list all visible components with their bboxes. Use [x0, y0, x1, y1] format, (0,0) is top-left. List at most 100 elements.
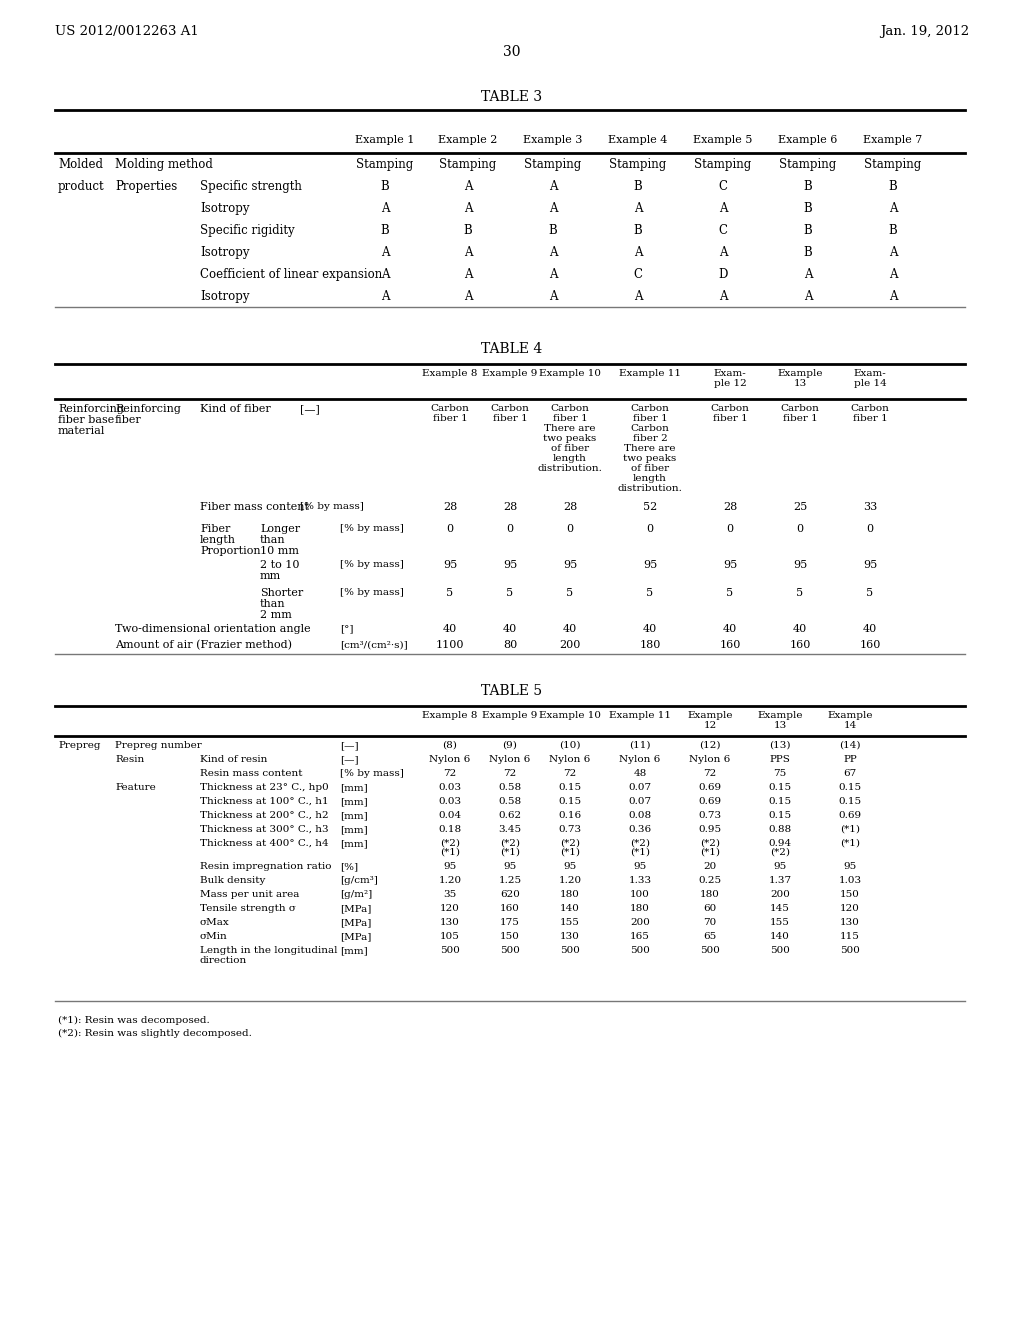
Text: Bulk density: Bulk density [200, 876, 265, 884]
Text: A: A [549, 268, 557, 281]
Text: (*2): (*2) [500, 840, 520, 847]
Text: 160: 160 [500, 904, 520, 913]
Text: 0.15: 0.15 [768, 810, 792, 820]
Text: fiber 1: fiber 1 [553, 414, 588, 422]
Text: Thickness at 300° C., h3: Thickness at 300° C., h3 [200, 825, 329, 834]
Text: Example 8: Example 8 [422, 711, 477, 719]
Text: Prepreg number: Prepreg number [115, 741, 202, 750]
Text: 0.88: 0.88 [768, 825, 792, 834]
Text: 500: 500 [500, 946, 520, 954]
Text: 120: 120 [440, 904, 460, 913]
Text: (*1): (*1) [840, 840, 860, 847]
Text: [—]: [—] [340, 741, 358, 750]
Text: Example: Example [827, 711, 872, 719]
Text: 620: 620 [500, 890, 520, 899]
Text: A: A [549, 202, 557, 215]
Text: (12): (12) [699, 741, 721, 750]
Text: product: product [58, 180, 104, 193]
Text: 35: 35 [443, 890, 457, 899]
Text: 3.45: 3.45 [499, 825, 521, 834]
Text: 0.15: 0.15 [839, 783, 861, 792]
Text: C: C [719, 224, 727, 238]
Text: A: A [889, 290, 897, 304]
Text: 0.03: 0.03 [438, 783, 462, 792]
Text: A: A [719, 290, 727, 304]
Text: Thickness at 200° C., h2: Thickness at 200° C., h2 [200, 810, 329, 820]
Text: 0.07: 0.07 [629, 783, 651, 792]
Text: 0.15: 0.15 [768, 783, 792, 792]
Text: (14): (14) [840, 741, 861, 750]
Text: A: A [549, 246, 557, 259]
Text: Stamping: Stamping [609, 158, 667, 172]
Text: Example 2: Example 2 [438, 135, 498, 145]
Text: Example 1: Example 1 [355, 135, 415, 145]
Text: 0: 0 [507, 524, 514, 535]
Text: A: A [464, 246, 472, 259]
Text: PP: PP [843, 755, 857, 764]
Text: 95: 95 [844, 862, 857, 871]
Text: 30: 30 [503, 45, 521, 59]
Text: 40: 40 [723, 624, 737, 634]
Text: (*1): (*1) [500, 847, 520, 857]
Text: C: C [634, 268, 642, 281]
Text: 1.20: 1.20 [558, 876, 582, 884]
Text: 500: 500 [630, 946, 650, 954]
Text: 0.18: 0.18 [438, 825, 462, 834]
Text: 95: 95 [723, 560, 737, 570]
Text: 0.62: 0.62 [499, 810, 521, 820]
Text: A: A [634, 246, 642, 259]
Text: B: B [889, 224, 897, 238]
Text: 150: 150 [500, 932, 520, 941]
Text: [g/m²]: [g/m²] [340, 890, 373, 899]
Text: Two-dimensional orientation angle: Two-dimensional orientation angle [115, 624, 310, 634]
Text: Proportion: Proportion [200, 546, 261, 556]
Text: Resin: Resin [115, 755, 144, 764]
Text: of fiber: of fiber [551, 444, 589, 453]
Text: Molded: Molded [58, 158, 103, 172]
Text: 1.33: 1.33 [629, 876, 651, 884]
Text: 28: 28 [503, 502, 517, 512]
Text: 40: 40 [442, 624, 457, 634]
Text: [mm]: [mm] [340, 840, 368, 847]
Text: A: A [464, 268, 472, 281]
Text: Example 6: Example 6 [778, 135, 838, 145]
Text: A: A [381, 202, 389, 215]
Text: 95: 95 [863, 560, 878, 570]
Text: [cm³/(cm²·s)]: [cm³/(cm²·s)] [340, 640, 408, 649]
Text: [—]: [—] [340, 755, 358, 764]
Text: 1.25: 1.25 [499, 876, 521, 884]
Text: (9): (9) [503, 741, 517, 750]
Text: Shorter: Shorter [260, 587, 303, 598]
Text: 120: 120 [840, 904, 860, 913]
Text: 140: 140 [560, 904, 580, 913]
Text: [% by mass]: [% by mass] [340, 587, 403, 597]
Text: Example: Example [777, 370, 822, 378]
Text: 0.08: 0.08 [629, 810, 651, 820]
Text: Example 5: Example 5 [693, 135, 753, 145]
Text: fiber 1: fiber 1 [782, 414, 817, 422]
Text: fiber 1: fiber 1 [633, 414, 668, 422]
Text: Stamping: Stamping [439, 158, 497, 172]
Text: [g/cm³]: [g/cm³] [340, 876, 378, 884]
Text: Thickness at 23° C., hp0: Thickness at 23° C., hp0 [200, 783, 329, 792]
Text: [MPa]: [MPa] [340, 904, 372, 913]
Text: Exam-: Exam- [854, 370, 887, 378]
Text: 2 mm: 2 mm [260, 610, 292, 620]
Text: TABLE 4: TABLE 4 [481, 342, 543, 356]
Text: A: A [464, 202, 472, 215]
Text: 67: 67 [844, 770, 857, 777]
Text: 105: 105 [440, 932, 460, 941]
Text: σMin: σMin [200, 932, 227, 941]
Text: length: length [200, 535, 236, 545]
Text: (11): (11) [630, 741, 650, 750]
Text: (*2): (*2) [770, 847, 790, 857]
Text: 0.15: 0.15 [839, 797, 861, 807]
Text: 75: 75 [773, 770, 786, 777]
Text: 0.69: 0.69 [698, 783, 722, 792]
Text: 0: 0 [566, 524, 573, 535]
Text: [MPa]: [MPa] [340, 917, 372, 927]
Text: Stamping: Stamping [779, 158, 837, 172]
Text: A: A [889, 246, 897, 259]
Text: Example 10: Example 10 [539, 370, 601, 378]
Text: Mass per unit area: Mass per unit area [200, 890, 299, 899]
